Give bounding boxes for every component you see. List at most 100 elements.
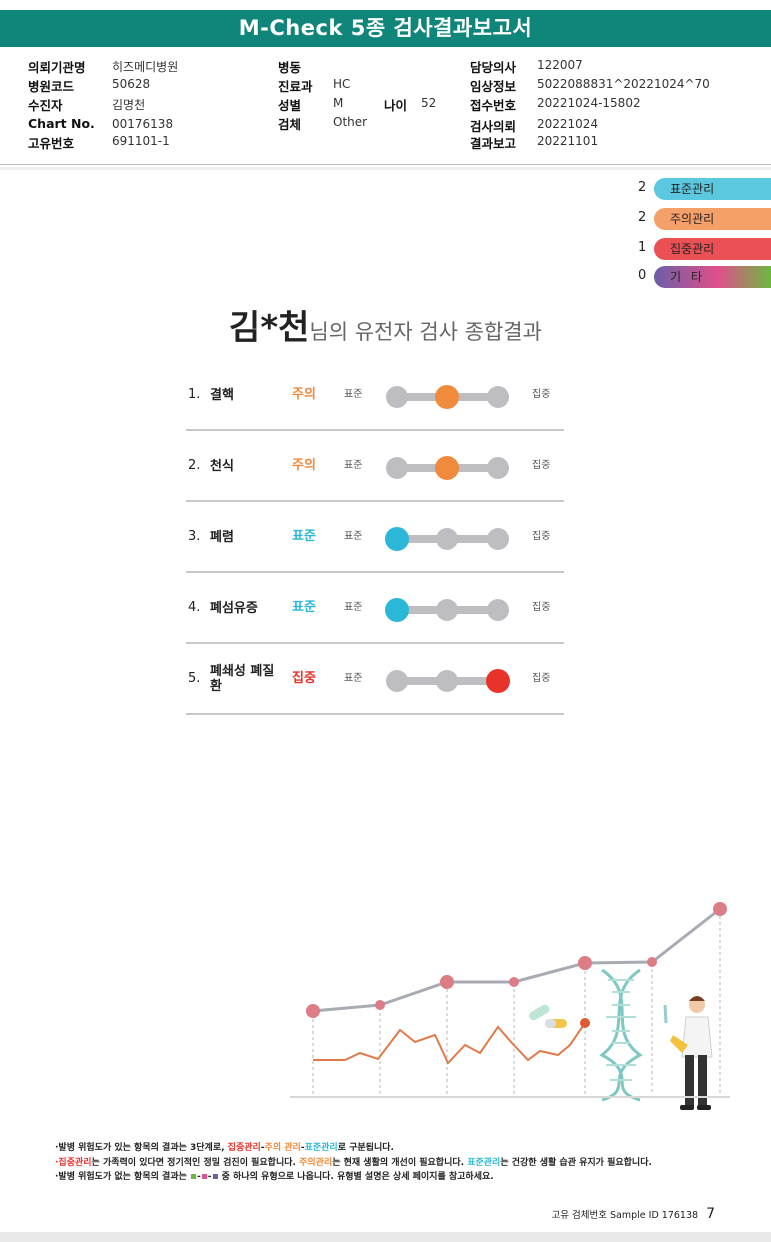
info-value-hospital-code: 50628 [112, 77, 151, 91]
result-status: 표준 [292, 600, 316, 615]
row-divider [186, 713, 564, 715]
info-label-patient: 수진자 [28, 98, 63, 113]
info-label-chart-no: Chart No. [28, 116, 95, 131]
legend-item-other: 0 기타 [630, 266, 771, 288]
patient-masked-name: 김*천 [229, 308, 310, 348]
info-label-ward: 병동 [278, 60, 302, 75]
info-value-clinical: 5022088831^20221024^70 [537, 77, 710, 91]
scale-low-label: 표준 [344, 602, 363, 613]
legend-count: 2 [638, 180, 647, 195]
info-label-department: 진료과 [278, 79, 313, 94]
report-title: M-Check 5종 검사결과보고서 [0, 10, 771, 47]
dna-rungs [606, 979, 636, 1081]
info-label-request-date: 검사의뢰 [470, 119, 517, 134]
info-label-specimen: 검체 [278, 117, 302, 132]
gauge-dot [386, 457, 408, 479]
info-label-age: 나이 [384, 98, 408, 113]
info-value-specimen: Other [333, 115, 368, 129]
result-notes: ·발병 위험도가 있는 항목의 결과는 3단계로, 집중관리-주의 관리-표준관… [55, 1141, 765, 1185]
result-item-name: 폐쇄성 폐질환 [210, 664, 275, 694]
row-divider [186, 500, 564, 502]
row-divider [186, 429, 564, 431]
gauge-dot [386, 670, 408, 692]
info-label-sex: 성별 [278, 98, 302, 113]
gauge-dot [487, 386, 509, 408]
gauge-dot [386, 386, 408, 408]
pink-square-icon [201, 1174, 207, 1179]
summary-heading-text: 님의 유전자 검사 종합결과 [309, 320, 542, 344]
gauge-dot [487, 599, 509, 621]
page-number: 7 [706, 1206, 715, 1222]
result-status: 표준 [292, 529, 316, 544]
legend-pill: 기타 [654, 266, 771, 288]
result-item-name: 폐섬유증 [210, 600, 258, 616]
scale-high-label: 집중 [532, 673, 551, 684]
result-status: 주의 [292, 458, 316, 473]
legend-pill: 집중관리 [654, 238, 771, 260]
risk-level-gauge [385, 527, 509, 551]
result-status: 주의 [292, 387, 316, 402]
info-label-hospital-code: 병원코드 [28, 79, 75, 94]
risk-level-gauge [386, 385, 509, 409]
info-value-doctor: 122007 [537, 58, 583, 72]
risk-level-gauge [386, 669, 510, 693]
trend-line-orange [313, 1022, 586, 1065]
gauge-dot [487, 457, 509, 479]
info-value-receipt-no: 20221024-15802 [537, 96, 641, 110]
gauge-dot [436, 670, 458, 692]
info-value-department: HC [333, 77, 351, 91]
capsule-icon [529, 1004, 567, 1028]
scale-low-label: 표준 [344, 531, 363, 542]
gauge-dot-active [385, 598, 409, 622]
summary-heading: 김*천님의 유전자 검사 종합결과 [0, 300, 771, 349]
dna-helix-icon [599, 968, 643, 1102]
legend-pill: 표준관리 [654, 178, 771, 200]
sample-id: 고유 검체번호 Sample ID 176138 [551, 1210, 699, 1221]
scientist-icon [663, 996, 713, 1110]
risk-level-gauge [386, 456, 509, 480]
page-footer: 고유 검체번호 Sample ID 176138 7 [552, 1206, 715, 1222]
legend-item-standard: 2 표준관리 [630, 178, 771, 200]
info-value-sex: M [333, 96, 344, 110]
purple-square-icon [212, 1174, 218, 1179]
risk-level-gauge [385, 598, 509, 622]
trend-points [306, 902, 727, 1018]
result-row: 1. 결핵 주의 표준 집중 [186, 360, 564, 431]
legend-count: 2 [638, 210, 647, 225]
green-square-icon [191, 1174, 197, 1179]
legend-count: 1 [638, 240, 647, 255]
info-divider-shadow [0, 167, 771, 170]
growth-chart-illustration [290, 902, 730, 1110]
result-status: 집중 [292, 671, 316, 686]
info-value-age: 52 [421, 96, 437, 110]
result-row: 5. 폐쇄성 폐질환 집중 표준 집중 [186, 644, 564, 715]
scale-high-label: 집중 [532, 460, 551, 471]
info-label-institution: 의뢰기관명 [28, 60, 86, 75]
trend-line-gray [312, 907, 721, 1013]
row-divider [186, 571, 564, 573]
result-number: 3. [188, 529, 201, 544]
result-item-name: 폐렴 [210, 529, 234, 545]
gauge-dot-active [486, 669, 510, 693]
dashed-guides [312, 910, 721, 1095]
result-number: 5. [188, 671, 201, 686]
legend-item-focus: 1 집중관리 [630, 238, 771, 260]
gauge-dot [436, 528, 458, 550]
scale-high-label: 집중 [532, 389, 551, 400]
patient-info: 의뢰기관명 히즈메디병원 병원코드 50628 수진자 김명천 Chart No… [0, 50, 771, 162]
info-divider [0, 164, 771, 165]
legend-pill: 주의관리 [654, 208, 771, 230]
legend-item-caution: 2 주의관리 [630, 208, 771, 230]
note-line-3: ·발병 위험도가 없는 항목의 결과는 -- 중 하나의 유형으로 나옵니다. … [55, 1172, 494, 1182]
info-value-unique-no: 691101-1 [112, 134, 170, 148]
gauge-dot [487, 528, 509, 550]
scale-low-label: 표준 [344, 389, 363, 400]
info-label-unique-no: 고유번호 [28, 136, 75, 151]
note-line-2: ·집중관리는 가족력이 있다면 정기적인 정밀 검진이 필요합니다. 주의관리는… [55, 1157, 652, 1168]
scale-low-label: 표준 [344, 460, 363, 471]
info-label-doctor: 담당의사 [470, 60, 517, 75]
info-label-receipt-no: 접수번호 [470, 98, 517, 113]
result-row: 3. 폐렴 표준 표준 집중 [186, 502, 564, 573]
gauge-dot [436, 599, 458, 621]
info-value-institution: 히즈메디병원 [112, 60, 179, 74]
